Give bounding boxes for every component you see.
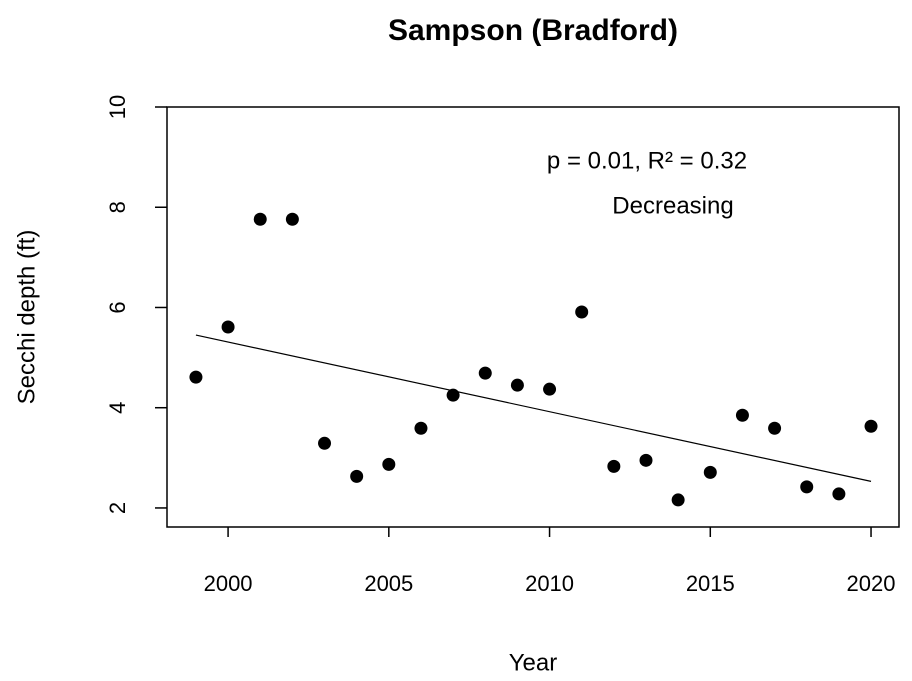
annotation: p = 0.01, R² = 0.32 bbox=[547, 147, 747, 174]
x-tick-label: 2015 bbox=[686, 571, 735, 596]
y-tick-label: 8 bbox=[105, 201, 130, 213]
y-tick-label: 6 bbox=[105, 301, 130, 313]
point bbox=[735, 408, 749, 422]
point bbox=[221, 320, 235, 334]
point bbox=[639, 453, 653, 467]
point bbox=[318, 436, 332, 450]
x-axis-label: Year bbox=[509, 649, 558, 676]
plot-frame bbox=[166, 106, 900, 528]
y-tick-label: 4 bbox=[105, 402, 130, 414]
point bbox=[575, 305, 589, 319]
point bbox=[864, 419, 878, 433]
point bbox=[703, 465, 717, 479]
point bbox=[414, 421, 428, 435]
y-axis-label: Secchi depth (ft) bbox=[13, 230, 40, 405]
x-tick-label: 2010 bbox=[525, 571, 574, 596]
point bbox=[768, 421, 782, 435]
point bbox=[285, 212, 299, 226]
trend-line bbox=[195, 334, 872, 482]
point bbox=[446, 388, 460, 402]
point bbox=[510, 378, 524, 392]
x-tick-label: 2005 bbox=[364, 571, 413, 596]
annotation: Decreasing bbox=[612, 192, 733, 219]
point bbox=[382, 457, 396, 471]
x-tick-label: 2020 bbox=[847, 571, 896, 596]
point bbox=[800, 480, 814, 494]
point bbox=[478, 366, 492, 380]
y-tick-label: 2 bbox=[105, 502, 130, 514]
point bbox=[671, 493, 685, 507]
point bbox=[253, 212, 267, 226]
chart-title: Sampson (Bradford) bbox=[388, 14, 678, 47]
x-tick-label: 2000 bbox=[204, 571, 253, 596]
y-tick-label: 10 bbox=[105, 95, 130, 119]
point bbox=[543, 382, 557, 396]
point bbox=[607, 459, 621, 473]
point bbox=[832, 487, 846, 501]
point bbox=[189, 370, 203, 384]
point bbox=[350, 469, 364, 483]
